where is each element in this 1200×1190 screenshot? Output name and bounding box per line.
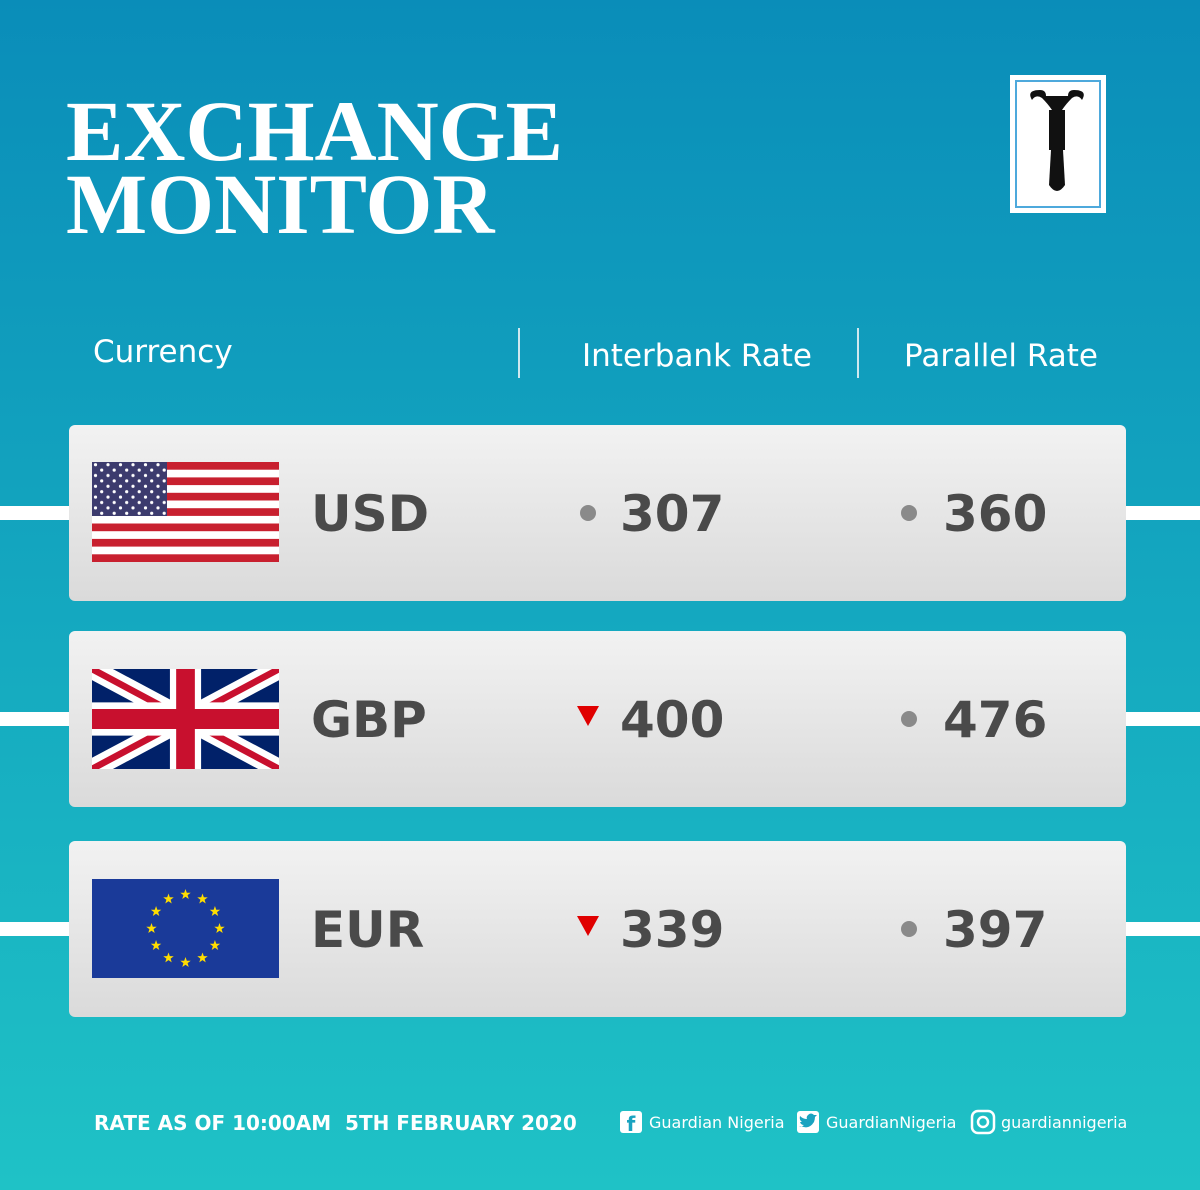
column-header: Parallel Rate xyxy=(904,338,1098,374)
parallel-rate: 476 xyxy=(943,691,1047,749)
interbank-rate: 400 xyxy=(620,691,724,749)
logo xyxy=(1010,75,1106,213)
row-card xyxy=(69,841,1126,1017)
parallel-rate: 397 xyxy=(943,901,1047,959)
flag-stars xyxy=(92,462,167,516)
social-handle: Guardian Nigeria xyxy=(649,1113,785,1132)
row-card xyxy=(69,425,1126,601)
facebook-glyph: f xyxy=(627,1112,636,1136)
table-body: USD 307 360 GBP 400 476 EUR 339 397 xyxy=(0,425,1200,1017)
column-header: Currency xyxy=(93,334,233,370)
eu-star xyxy=(180,889,191,899)
facebook-icon xyxy=(620,1111,642,1133)
eu-star xyxy=(197,893,208,904)
footer-note: RATE AS OF 10:00AM 5TH FEBRUARY 2020 xyxy=(94,1111,577,1135)
column-header: Interbank Rate xyxy=(582,338,812,374)
eu-star xyxy=(150,906,162,916)
currency-code: EUR xyxy=(311,901,424,959)
flag-eu xyxy=(92,879,279,978)
interbank-rate: 339 xyxy=(620,901,724,959)
eu-star xyxy=(214,923,225,933)
footer: RATE AS OF 10:00AM 5TH FEBRUARY 2020 f G… xyxy=(94,1109,1127,1136)
eu-star xyxy=(209,940,221,950)
eu-star xyxy=(180,957,191,967)
trend-steady xyxy=(901,505,917,521)
eu-star xyxy=(146,923,157,933)
instagram-icon xyxy=(970,1109,996,1135)
eu-star xyxy=(163,893,174,904)
flag-uk xyxy=(92,669,280,769)
parallel-rate: 360 xyxy=(943,485,1047,543)
twitter-glyph xyxy=(799,1113,817,1128)
trend-steady xyxy=(901,921,917,937)
interbank-rate: 307 xyxy=(620,485,724,543)
row-card xyxy=(69,631,1126,807)
currency-code: GBP xyxy=(311,691,427,749)
instagram-glyph xyxy=(976,1115,990,1129)
social-handle: guardiannigeria xyxy=(1001,1113,1127,1132)
eu-star xyxy=(209,906,221,916)
trend-steady xyxy=(580,505,596,521)
eu-star xyxy=(163,952,174,963)
social-handle: GuardianNigeria xyxy=(826,1113,956,1132)
trend-down xyxy=(577,916,599,936)
trend-steady xyxy=(901,711,917,727)
eu-star xyxy=(197,952,208,963)
trend-down xyxy=(577,706,599,726)
title-line: MONITOR xyxy=(66,156,495,252)
eu-star xyxy=(150,940,162,950)
title-line: EXCHANGE xyxy=(66,83,563,179)
currency-code: USD xyxy=(311,485,429,543)
table-header: Currency Interbank Rate Parallel Rate xyxy=(93,328,1098,378)
